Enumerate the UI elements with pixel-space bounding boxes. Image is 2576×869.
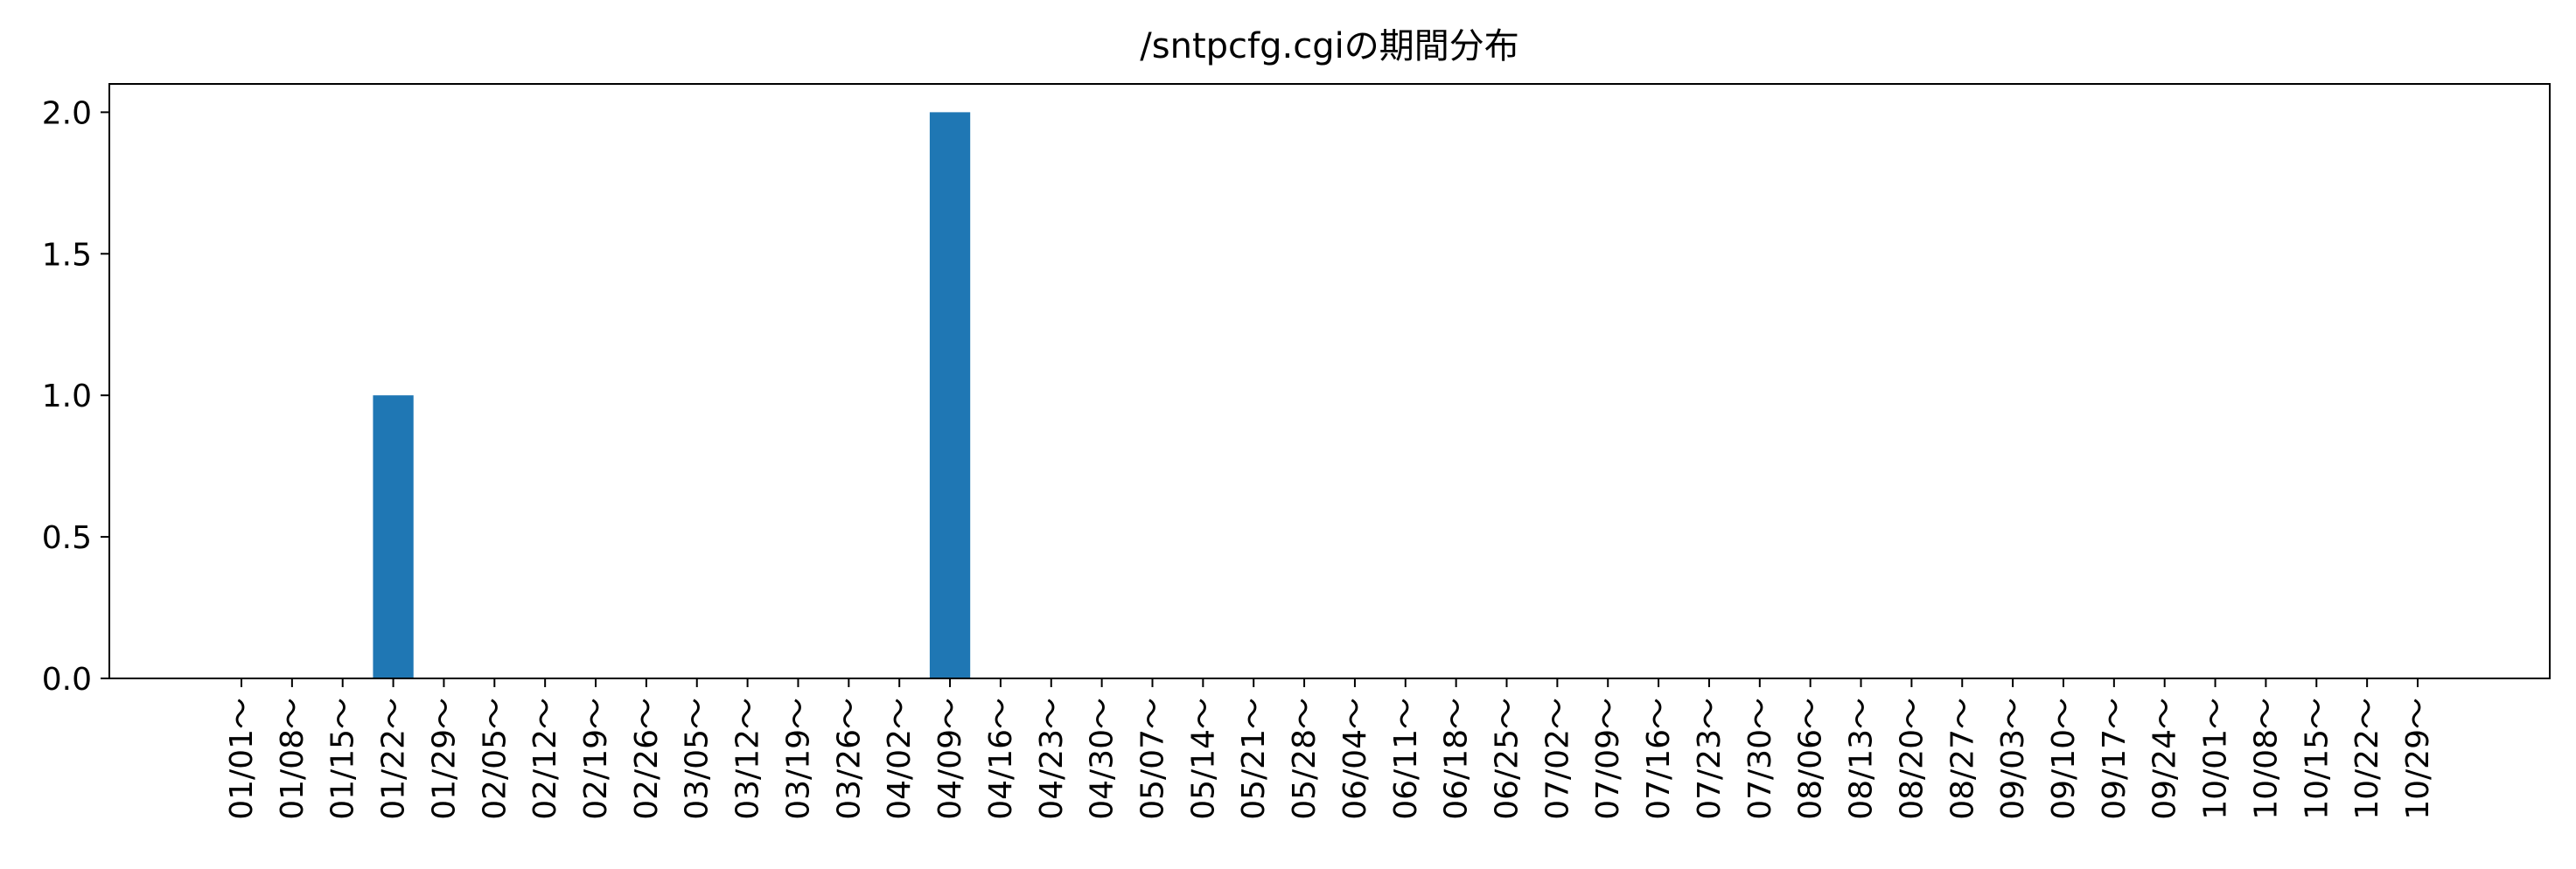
y-tick-label: 2.0 bbox=[42, 95, 92, 131]
x-tick-label: 09/10～ bbox=[2046, 698, 2082, 820]
chart-title: /sntpcfg.cgiの期間分布 bbox=[1140, 26, 1518, 66]
x-tick-label: 01/15～ bbox=[325, 698, 361, 820]
x-tick-label: 01/22～ bbox=[376, 698, 412, 820]
x-tick-label: 02/19～ bbox=[578, 698, 614, 820]
x-tick-label: 09/17～ bbox=[2097, 698, 2133, 820]
x-tick-label: 05/21～ bbox=[1236, 698, 1272, 820]
x-tick-label: 10/15～ bbox=[2299, 698, 2335, 820]
x-tick-label: 08/13～ bbox=[1844, 698, 1880, 820]
y-tick-label: 0.0 bbox=[42, 662, 92, 698]
x-tick-label: 09/24～ bbox=[2147, 698, 2183, 820]
x-tick-label: 04/16～ bbox=[983, 698, 1019, 820]
y-tick-label: 1.5 bbox=[42, 237, 92, 273]
x-tick-label: 06/18～ bbox=[1439, 698, 1475, 820]
x-axis: 01/01～ 01/08～ 01/15～ 01/22～ 01/29～ 02/05～ 02/1… bbox=[224, 678, 2436, 820]
x-tick-label: 03/05～ bbox=[680, 698, 716, 820]
x-tick-label: 06/25～ bbox=[1490, 698, 1525, 820]
bar bbox=[373, 395, 414, 678]
x-tick-label: 08/27～ bbox=[1944, 698, 1980, 820]
y-axis: 0.0 0.5 1.0 1.5 2.0 bbox=[42, 95, 109, 698]
x-tick-label: 10/01～ bbox=[2198, 698, 2234, 820]
x-tick-label: 08/20～ bbox=[1894, 698, 1930, 820]
x-tick-label: 09/03～ bbox=[1995, 698, 2031, 820]
x-tick-label: 06/11～ bbox=[1388, 698, 1424, 820]
x-tick-label: 04/23～ bbox=[1034, 698, 1070, 820]
x-tick-label: 03/12～ bbox=[730, 698, 766, 820]
x-tick-label: 04/09～ bbox=[932, 698, 968, 820]
x-tick-label: 07/30～ bbox=[1742, 698, 1778, 820]
x-tick-label: 02/05～ bbox=[477, 698, 513, 820]
x-tick-label: 04/30～ bbox=[1085, 698, 1120, 820]
x-tick-label: 08/06～ bbox=[1793, 698, 1829, 820]
x-tick-label: 07/09～ bbox=[1590, 698, 1626, 820]
bars bbox=[373, 112, 971, 678]
x-tick-label: 03/19～ bbox=[780, 698, 816, 820]
x-tick-label: 07/16～ bbox=[1641, 698, 1677, 820]
x-tick-label: 06/04～ bbox=[1337, 698, 1373, 820]
x-tick-label: 07/23～ bbox=[1692, 698, 1728, 820]
x-tick-label: 01/08～ bbox=[275, 698, 311, 820]
x-tick-label: 04/02～ bbox=[882, 698, 918, 820]
x-tick-label: 01/01～ bbox=[224, 698, 260, 820]
x-tick-label: 05/14～ bbox=[1185, 698, 1221, 820]
x-tick-label: 07/02～ bbox=[1539, 698, 1575, 820]
x-tick-label: 02/26～ bbox=[629, 698, 665, 820]
y-tick-label: 1.0 bbox=[42, 379, 92, 414]
x-tick-label: 01/29～ bbox=[426, 698, 462, 820]
plot-frame bbox=[108, 83, 2551, 679]
x-tick-label: 10/08～ bbox=[2248, 698, 2284, 820]
x-tick-label: 02/12～ bbox=[527, 698, 563, 820]
x-tick-label: 05/28～ bbox=[1287, 698, 1323, 820]
x-tick-label: 03/26～ bbox=[831, 698, 867, 820]
x-tick-label: 05/07～ bbox=[1134, 698, 1170, 820]
y-tick-label: 0.5 bbox=[42, 520, 92, 556]
bar bbox=[929, 112, 971, 678]
x-tick-label: 10/29～ bbox=[2400, 698, 2436, 820]
x-tick-label: 10/22～ bbox=[2349, 698, 2385, 820]
